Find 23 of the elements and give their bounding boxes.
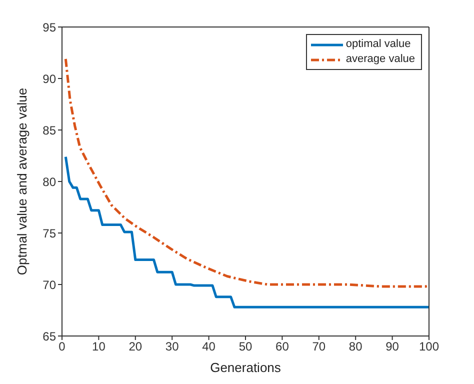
x-axis-title: Generations bbox=[210, 360, 282, 375]
line-series bbox=[64, 156, 429, 308]
x-tick-label: 10 bbox=[92, 340, 106, 354]
y-tick-label: 80 bbox=[42, 174, 56, 189]
x-tick-label: 40 bbox=[202, 340, 216, 354]
x-tick-label: 50 bbox=[238, 340, 252, 354]
x-tick-label: 60 bbox=[276, 340, 290, 354]
y-tick-label: 70 bbox=[42, 278, 56, 292]
legend-label: average value bbox=[346, 52, 415, 67]
y-tick-label: 95 bbox=[42, 20, 56, 34]
y-tick-label: 65 bbox=[42, 329, 56, 344]
x-tick-label: 30 bbox=[165, 340, 180, 354]
legend-label: optimal value bbox=[346, 37, 411, 52]
x-tick-label: 100 bbox=[418, 340, 440, 354]
y-tick-label: 85 bbox=[42, 123, 56, 138]
y-axis-title: Optmal value and average value bbox=[14, 88, 30, 276]
y-tick-label: 90 bbox=[42, 72, 56, 86]
x-tick-label: 80 bbox=[348, 340, 363, 354]
x-tick-label: 0 bbox=[58, 340, 66, 354]
x-tick-label: 70 bbox=[312, 340, 326, 354]
x-tick-label: 20 bbox=[128, 340, 142, 354]
y-tick-label: 75 bbox=[42, 226, 56, 240]
x-tick-label: 90 bbox=[386, 340, 400, 354]
